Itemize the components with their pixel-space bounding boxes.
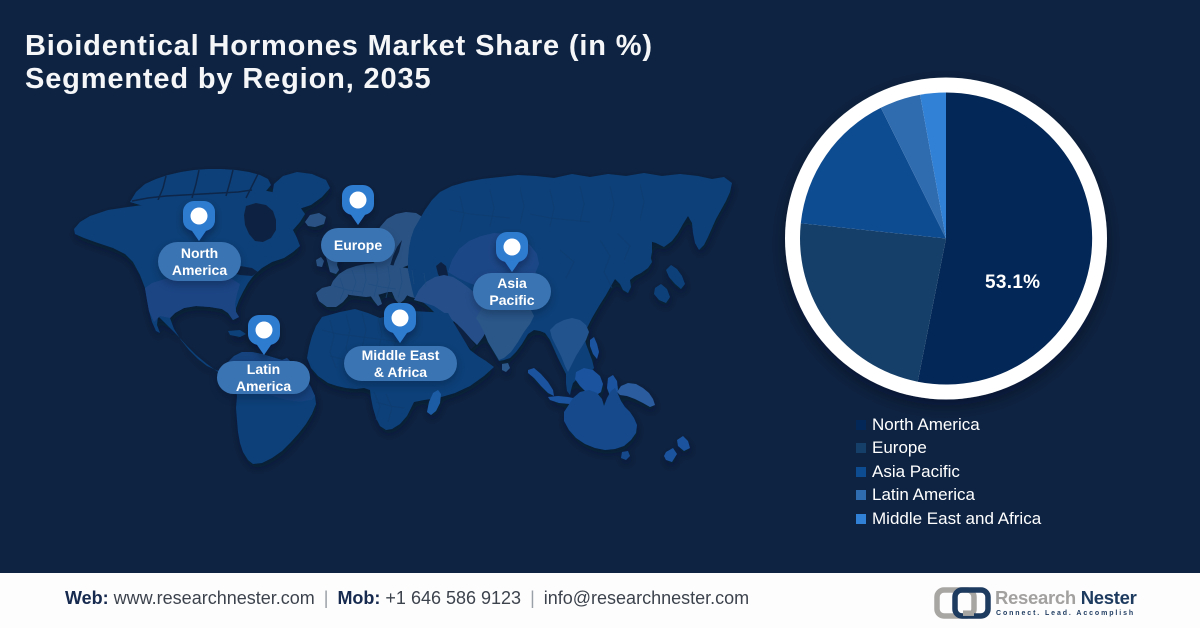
svg-text:Research Nester: Research Nester bbox=[995, 587, 1137, 608]
svg-text:Connect. Lead. Accomplish: Connect. Lead. Accomplish bbox=[996, 610, 1135, 617]
